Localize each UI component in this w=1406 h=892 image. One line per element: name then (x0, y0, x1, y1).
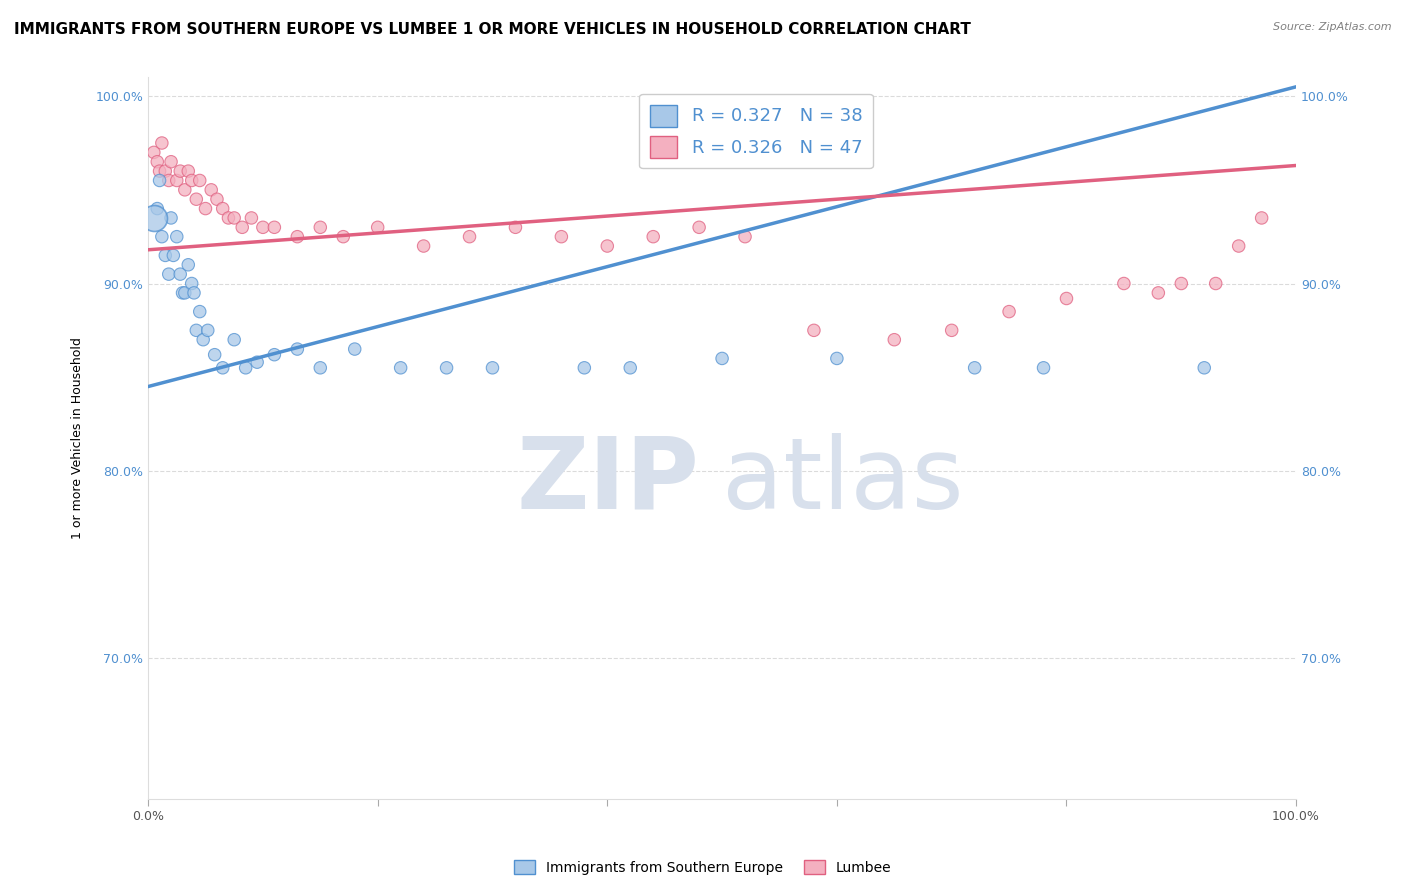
Point (211, 202, 233, 216)
Legend: Immigrants from Southern Europe, Lumbee: Immigrants from Southern Europe, Lumbee (509, 855, 897, 880)
Point (173, 285, 195, 300)
Point (643, 229, 665, 244)
Point (1205, 277, 1227, 291)
Point (224, 333, 246, 347)
Point (1032, 360, 1054, 375)
Point (1170, 277, 1192, 291)
Point (142, 145, 165, 160)
Point (285, 229, 308, 244)
Point (204, 348, 226, 362)
Point (1227, 239, 1250, 253)
Text: atlas: atlas (723, 433, 963, 530)
Point (224, 211, 246, 225)
Point (596, 239, 619, 253)
Text: Source: ZipAtlas.com: Source: ZipAtlas.com (1274, 22, 1392, 32)
Point (688, 220, 710, 235)
Point (240, 211, 263, 225)
Point (155, 248, 177, 262)
Point (550, 229, 572, 244)
Text: IMMIGRANTS FROM SOUTHERN EUROPE VS LUMBEE 1 OR MORE VEHICLES IN HOUSEHOLD CORREL: IMMIGRANTS FROM SOUTHERN EUROPE VS LUMBE… (14, 22, 972, 37)
Point (186, 192, 208, 206)
Point (183, 285, 205, 300)
Point (172, 285, 194, 300)
Point (263, 220, 285, 235)
Point (142, 211, 165, 225)
Point (166, 229, 188, 244)
Point (205, 192, 228, 206)
Point (148, 173, 170, 187)
Point (155, 164, 177, 178)
Point (180, 277, 202, 291)
Point (211, 360, 233, 375)
Point (941, 323, 963, 337)
Point (160, 211, 183, 225)
Y-axis label: 1 or more Vehicles in Household: 1 or more Vehicles in Household (72, 337, 84, 539)
Text: ZIP: ZIP (516, 433, 699, 530)
Point (481, 360, 503, 375)
Point (458, 229, 481, 244)
Point (246, 355, 269, 369)
Point (389, 360, 412, 375)
Point (150, 136, 173, 150)
Point (285, 342, 308, 356)
Point (186, 323, 208, 337)
Point (217, 211, 239, 225)
Point (412, 239, 434, 253)
Point (146, 154, 169, 169)
Point (231, 220, 253, 235)
Point (825, 351, 848, 366)
Point (505, 220, 527, 235)
Point (1112, 277, 1135, 291)
Point (803, 323, 825, 337)
Point (188, 173, 211, 187)
Point (180, 173, 202, 187)
Point (436, 360, 458, 375)
Point (169, 164, 191, 178)
Point (309, 220, 332, 235)
Point (193, 333, 215, 347)
Point (963, 360, 986, 375)
Point (197, 323, 219, 337)
Point (188, 304, 211, 318)
Point (619, 360, 641, 375)
Point (263, 348, 285, 362)
Point (734, 229, 756, 244)
Point (166, 173, 188, 187)
Point (177, 258, 200, 272)
Point (146, 202, 169, 216)
Point (883, 333, 905, 347)
Point (998, 304, 1021, 318)
Point (332, 229, 354, 244)
Point (309, 360, 332, 375)
Point (1194, 360, 1216, 375)
Point (367, 220, 389, 235)
Legend: R = 0.327   N = 38, R = 0.326   N = 47: R = 0.327 N = 38, R = 0.326 N = 47 (640, 94, 873, 169)
Point (343, 342, 366, 356)
Point (157, 173, 180, 187)
Point (177, 164, 200, 178)
Point (235, 360, 257, 375)
Point (574, 360, 596, 375)
Point (148, 164, 170, 178)
Point (1250, 211, 1272, 225)
Point (150, 229, 173, 244)
Point (157, 267, 180, 281)
Point (169, 267, 191, 281)
Point (173, 183, 195, 197)
Point (252, 220, 274, 235)
Point (711, 351, 734, 366)
Point (194, 202, 217, 216)
Point (200, 183, 222, 197)
Point (162, 248, 184, 262)
Point (1147, 285, 1170, 300)
Point (160, 154, 183, 169)
Point (1056, 292, 1078, 306)
